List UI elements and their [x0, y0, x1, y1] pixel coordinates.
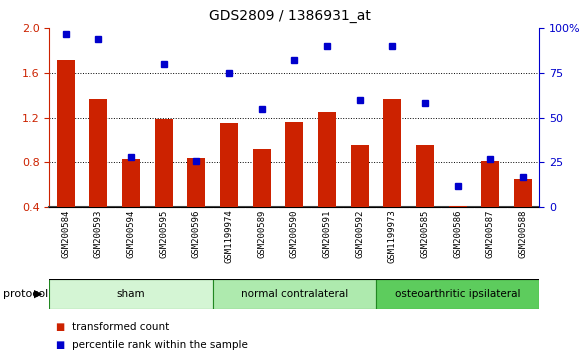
Text: GSM200596: GSM200596 — [192, 209, 201, 258]
Text: percentile rank within the sample: percentile rank within the sample — [72, 340, 248, 350]
Text: GSM200588: GSM200588 — [519, 209, 528, 258]
Text: osteoarthritic ipsilateral: osteoarthritic ipsilateral — [395, 289, 520, 299]
Bar — [285, 122, 303, 207]
Bar — [57, 59, 75, 207]
Text: GSM200595: GSM200595 — [159, 209, 168, 258]
Text: GSM200590: GSM200590 — [290, 209, 299, 258]
Text: GSM200594: GSM200594 — [126, 209, 136, 258]
Text: protocol: protocol — [3, 289, 48, 299]
Bar — [318, 112, 336, 207]
Text: GSM200587: GSM200587 — [486, 209, 495, 258]
Text: GSM200584: GSM200584 — [61, 209, 70, 258]
Bar — [481, 161, 499, 207]
Bar — [449, 206, 467, 207]
Text: GDS2809 / 1386931_at: GDS2809 / 1386931_at — [209, 9, 371, 23]
Text: GSM200591: GSM200591 — [322, 209, 332, 258]
Text: GSM200592: GSM200592 — [355, 209, 364, 258]
Bar — [351, 144, 369, 207]
Bar — [187, 158, 205, 207]
Text: ■: ■ — [55, 322, 64, 332]
Bar — [122, 159, 140, 207]
Text: GSM1199973: GSM1199973 — [388, 209, 397, 263]
Bar — [253, 149, 271, 207]
Bar — [89, 99, 107, 207]
Text: ■: ■ — [55, 340, 64, 350]
Bar — [416, 144, 434, 207]
Text: GSM200593: GSM200593 — [94, 209, 103, 258]
Text: transformed count: transformed count — [72, 322, 170, 332]
Text: GSM200585: GSM200585 — [420, 209, 430, 258]
Text: sham: sham — [117, 289, 146, 299]
Text: ▶: ▶ — [34, 289, 42, 299]
Bar — [376, 279, 539, 309]
Text: GSM200586: GSM200586 — [453, 209, 462, 258]
Bar — [220, 123, 238, 207]
Bar — [49, 279, 213, 309]
Bar — [155, 119, 173, 207]
Text: normal contralateral: normal contralateral — [241, 289, 348, 299]
Text: GSM200589: GSM200589 — [257, 209, 266, 258]
Bar — [213, 279, 376, 309]
Text: GSM1199974: GSM1199974 — [224, 209, 234, 263]
Bar — [383, 99, 401, 207]
Bar — [514, 179, 532, 207]
